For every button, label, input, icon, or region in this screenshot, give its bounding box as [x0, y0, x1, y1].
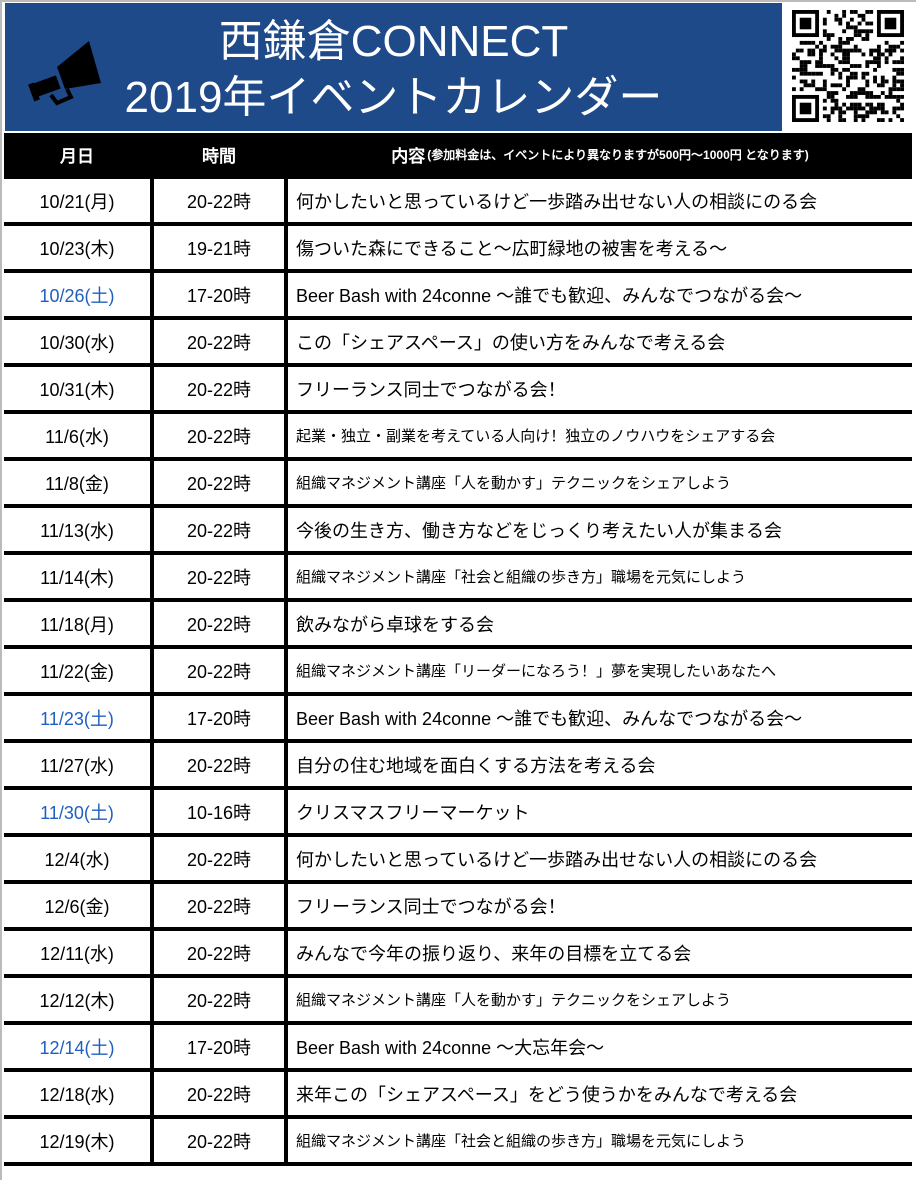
- event-content: クリスマスフリーマーケット: [288, 790, 912, 833]
- header-content: 内容 (参加料金は、イベントにより異なりますが500円〜1000円 となります): [288, 133, 912, 175]
- event-content: 組織マネジメント講座「人を動かす」テクニックをシェアしよう: [288, 978, 912, 1021]
- event-time: 20-22時: [154, 931, 284, 974]
- event-date: 12/4(水): [4, 837, 150, 880]
- header-date: 月日: [4, 133, 150, 175]
- header-time-label: 時間: [202, 146, 236, 166]
- event-date: 10/31(木): [4, 367, 150, 410]
- event-content: Beer Bash with 24conne 〜誰でも歓迎、みんなでつながる会〜: [288, 696, 912, 739]
- event-time: 20-22時: [154, 1072, 284, 1115]
- event-date: 11/23(土): [4, 696, 150, 739]
- event-date: 11/22(金): [4, 649, 150, 692]
- event-time: 20-22時: [154, 320, 284, 363]
- event-content: 組織マネジメント講座「社会と組織の歩き方」職場を元気にしよう: [288, 1119, 912, 1162]
- qr-code: [792, 10, 904, 122]
- event-content: 自分の住む地域を面白くする方法を考える会: [288, 743, 912, 786]
- title-line-1: 西鎌倉CONNECT: [218, 17, 569, 66]
- event-time: 20-22時: [154, 179, 284, 222]
- event-date: 11/13(水): [4, 508, 150, 551]
- event-date: 10/30(水): [4, 320, 150, 363]
- event-time: 17-20時: [154, 696, 284, 739]
- event-content: 組織マネジメント講座「人を動かす」テクニックをシェアしよう: [288, 461, 912, 504]
- event-date: 12/6(金): [4, 884, 150, 927]
- event-date: 10/21(月): [4, 179, 150, 222]
- event-time: 17-20時: [154, 1025, 284, 1068]
- event-date: 12/19(木): [4, 1119, 150, 1162]
- event-table: 月日 時間 内容 (参加料金は、イベントにより異なりますが500円〜1000円 と…: [4, 133, 912, 1166]
- event-time: 20-22時: [154, 461, 284, 504]
- event-time: 20-22時: [154, 837, 284, 880]
- header-date-label: 月日: [60, 146, 94, 166]
- event-date: 11/8(金): [4, 461, 150, 504]
- event-date: 12/12(木): [4, 978, 150, 1021]
- event-content: この「シェアスペース」の使い方をみんなで考える会: [288, 320, 912, 363]
- event-date: 11/14(木): [4, 555, 150, 598]
- header-content-label: 内容: [391, 146, 426, 166]
- event-time: 20-22時: [154, 649, 284, 692]
- event-content: 飲みながら卓球をする会: [288, 602, 912, 645]
- event-time: 20-22時: [154, 414, 284, 457]
- event-content: 傷ついた森にできること〜広町緑地の被害を考える〜: [288, 226, 912, 269]
- event-time: 20-22時: [154, 602, 284, 645]
- event-date: 12/14(土): [4, 1025, 150, 1068]
- event-content: Beer Bash with 24conne 〜誰でも歓迎、みんなでつながる会〜: [288, 273, 912, 316]
- event-time: 20-22時: [154, 978, 284, 1021]
- event-date: 11/18(月): [4, 602, 150, 645]
- event-content: 今後の生き方、働き方などをじっくり考えたい人が集まる会: [288, 508, 912, 551]
- event-date: 11/6(水): [4, 414, 150, 457]
- megaphone-icon: [28, 41, 101, 106]
- event-time: 10-16時: [154, 790, 284, 833]
- event-date: 12/18(水): [4, 1072, 150, 1115]
- event-content: 起業・独立・副業を考えている人向け！独立のノウハウをシェアする会: [288, 414, 912, 457]
- header-time: 時間: [154, 133, 284, 175]
- event-time: 20-22時: [154, 743, 284, 786]
- event-content: Beer Bash with 24conne 〜大忘年会〜: [288, 1025, 912, 1068]
- event-date: 11/30(土): [4, 790, 150, 833]
- event-content: 組織マネジメント講座「社会と組織の歩き方」職場を元気にしよう: [288, 555, 912, 598]
- event-time: 20-22時: [154, 1119, 284, 1162]
- event-content: みんなで今年の振り返り、来年の目標を立てる会: [288, 931, 912, 974]
- event-content: 来年この「シェアスペース」をどう使うかをみんなで考える会: [288, 1072, 912, 1115]
- title-line-2: 2019年イベントカレンダー: [124, 73, 663, 122]
- title-banner: 西鎌倉CONNECT 2019年イベントカレンダー: [5, 3, 782, 131]
- event-date: 10/26(土): [4, 273, 150, 316]
- event-content: フリーランス同士でつながる会！: [288, 367, 912, 410]
- event-content: フリーランス同士でつながる会！: [288, 884, 912, 927]
- header-content-note: (参加料金は、イベントにより異なりますが500円〜1000円 となります): [427, 147, 809, 162]
- event-time: 19-21時: [154, 226, 284, 269]
- event-time: 17-20時: [154, 273, 284, 316]
- event-time: 20-22時: [154, 884, 284, 927]
- event-date: 11/27(水): [4, 743, 150, 786]
- event-time: 20-22時: [154, 508, 284, 551]
- event-content: 組織マネジメント講座「リーダーになろう！」夢を実現したいあなたへ: [288, 649, 912, 692]
- event-time: 20-22時: [154, 555, 284, 598]
- event-date: 10/23(木): [4, 226, 150, 269]
- event-content: 何かしたいと思っているけど一歩踏み出せない人の相談にのる会: [288, 837, 912, 880]
- event-content: 何かしたいと思っているけど一歩踏み出せない人の相談にのる会: [288, 179, 912, 222]
- event-time: 20-22時: [154, 367, 284, 410]
- event-date: 12/11(水): [4, 931, 150, 974]
